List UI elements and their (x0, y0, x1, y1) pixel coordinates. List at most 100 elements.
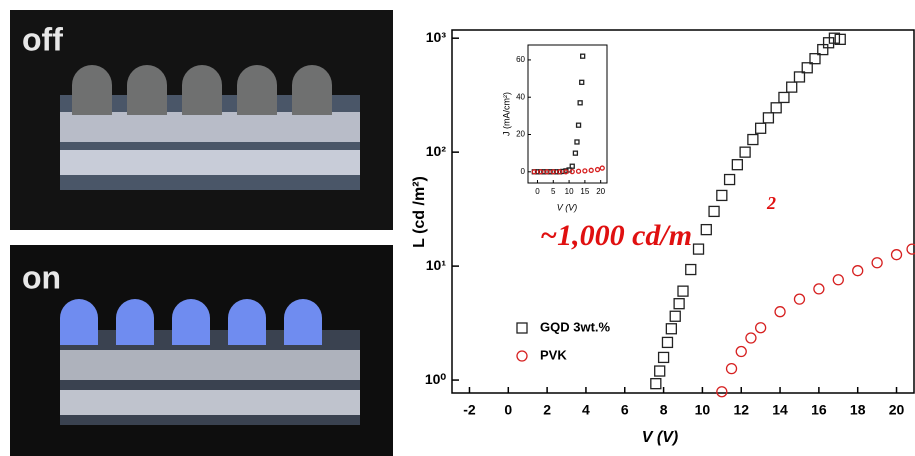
legend-label: PVK (540, 347, 567, 362)
point (871, 257, 883, 269)
point (801, 62, 813, 74)
inset-x-tick-label: 15 (580, 187, 589, 196)
x-tick-label: 6 (621, 402, 629, 418)
annotation-sup: 2 (766, 193, 776, 213)
point (531, 169, 537, 175)
point (657, 351, 670, 364)
point (852, 265, 864, 277)
point (723, 173, 736, 186)
point (580, 53, 586, 59)
point (677, 285, 689, 297)
point (575, 168, 582, 174)
x-tick-label: 14 (772, 402, 788, 418)
point (579, 79, 585, 85)
point (594, 166, 601, 173)
inset-x-tick-label: 0 (535, 187, 540, 196)
point (556, 169, 563, 175)
point (754, 122, 767, 134)
x-tick-label: 16 (811, 402, 827, 418)
point (673, 298, 685, 310)
point (725, 362, 738, 375)
x-tick-label: 10 (695, 402, 711, 418)
inset-x-label: V (V) (557, 202, 578, 212)
x-tick-label: 20 (889, 402, 905, 418)
point (563, 169, 569, 175)
inset-y-tick-label: 60 (516, 55, 525, 64)
photo-off: off (10, 10, 393, 230)
inset-x-tick-label: 20 (596, 187, 605, 196)
inset-y-tick-label: 40 (516, 92, 525, 101)
point (582, 168, 588, 174)
point (786, 81, 798, 93)
x-tick-label: 0 (504, 402, 512, 418)
point (735, 345, 747, 358)
point (745, 332, 757, 344)
point (574, 139, 580, 145)
plot-frame (451, 29, 915, 394)
point (774, 306, 786, 318)
point (890, 249, 903, 261)
point (832, 274, 844, 286)
point (654, 365, 666, 377)
electrode (60, 350, 360, 380)
point (577, 100, 583, 106)
point (572, 150, 579, 156)
point (793, 293, 806, 305)
point (575, 122, 582, 128)
point (560, 168, 566, 175)
point (813, 283, 825, 295)
point (534, 169, 541, 175)
x-tick-label: -2 (463, 402, 476, 418)
inset-y-label: J (mA/cm²) (501, 92, 511, 136)
point (537, 169, 544, 175)
point (708, 205, 720, 218)
point (834, 33, 846, 45)
inset-y-tick-label: 20 (516, 130, 525, 139)
x-tick-label: 4 (582, 402, 590, 418)
point (665, 323, 678, 335)
inset-x-tick-label: 10 (565, 187, 574, 196)
y-tick-label: 10⁰ (425, 371, 447, 387)
point (569, 163, 575, 169)
point (809, 53, 821, 65)
point (731, 159, 744, 171)
point (762, 112, 775, 124)
point (716, 189, 728, 202)
y-tick-label: 10² (426, 143, 447, 159)
y-axis-label: L (cd /m²) (411, 176, 428, 248)
point (700, 223, 712, 236)
x-tick-label: 18 (850, 402, 866, 418)
legend-label: GQD 3wt.% (540, 319, 611, 334)
photo-label: off (22, 21, 63, 57)
point (739, 146, 751, 158)
electrode (60, 112, 360, 142)
point (553, 169, 560, 175)
inset-x-tick-label: 5 (551, 187, 556, 196)
annotation: ~1,000 cd/m (540, 219, 692, 252)
point (793, 71, 806, 83)
electrode (60, 150, 360, 175)
point (754, 322, 767, 334)
pixels-on (60, 299, 322, 345)
x-tick-label: 12 (733, 402, 749, 418)
point (550, 169, 556, 175)
photo-on: on (10, 245, 393, 456)
point (541, 169, 547, 175)
electrode (60, 390, 360, 415)
y-tick-label: 10³ (426, 29, 447, 45)
point (817, 43, 829, 56)
point (599, 165, 605, 171)
point (716, 386, 728, 398)
point (828, 32, 841, 44)
point (569, 168, 575, 175)
point (906, 243, 915, 255)
x-tick-label: 8 (660, 402, 668, 418)
point (661, 336, 674, 349)
y-tick-label: 10¹ (426, 257, 447, 273)
pixels-off (72, 65, 332, 115)
point (685, 263, 697, 276)
inset-frame (527, 44, 608, 184)
point (544, 169, 550, 175)
point (547, 169, 553, 175)
